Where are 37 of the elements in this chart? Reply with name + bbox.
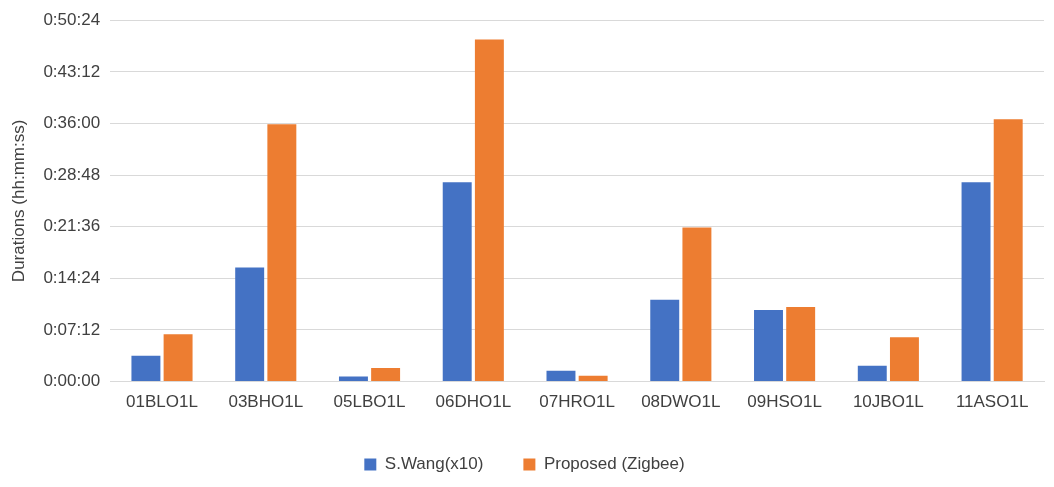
x-tick-label: 09HSO1L [747, 392, 822, 412]
bar [650, 299, 680, 382]
legend-label: Proposed (Zigbee) [543, 454, 685, 474]
y-tick-label: 0:00:00 [43, 371, 101, 391]
bar [682, 227, 712, 382]
x-tick-label: 05LBO1L [333, 392, 406, 412]
x-tick-label: 07HRO1L [539, 392, 615, 412]
y-axis-title: Durations (hh:mm:ss) [8, 119, 28, 283]
bar [131, 355, 161, 382]
bar [578, 375, 608, 382]
bar [889, 337, 919, 382]
bar [857, 365, 887, 382]
x-tick-label: 01BLO1L [126, 392, 198, 412]
bar [961, 182, 991, 382]
y-tick-label: 0:36:00 [43, 113, 101, 133]
legend-label: S.Wang(x10) [384, 454, 484, 474]
bar [371, 367, 401, 382]
bar [546, 370, 576, 382]
y-tick-label: 0:21:36 [43, 216, 101, 236]
x-tick-label: 10JBO1L [852, 392, 924, 412]
bar [442, 182, 472, 382]
bar [474, 39, 504, 382]
bar [267, 124, 297, 382]
y-tick-label: 0:50:24 [43, 9, 101, 29]
bar [754, 309, 783, 382]
x-tick-label: 03BHO1L [228, 392, 304, 412]
bar [786, 307, 816, 382]
bar [993, 119, 1023, 382]
x-tick-label: 11ASO1L [955, 392, 1029, 412]
y-tick-label: 0:43:12 [43, 61, 101, 81]
x-tick-label: 08DWO1L [641, 392, 721, 412]
y-tick-label: 0:07:12 [43, 319, 101, 339]
bar [235, 267, 265, 382]
x-tick-label: 06DHO1L [435, 392, 512, 412]
y-tick-label: 0:14:24 [43, 268, 101, 288]
y-tick-label: 0:28:48 [43, 164, 101, 184]
bar [163, 334, 193, 382]
